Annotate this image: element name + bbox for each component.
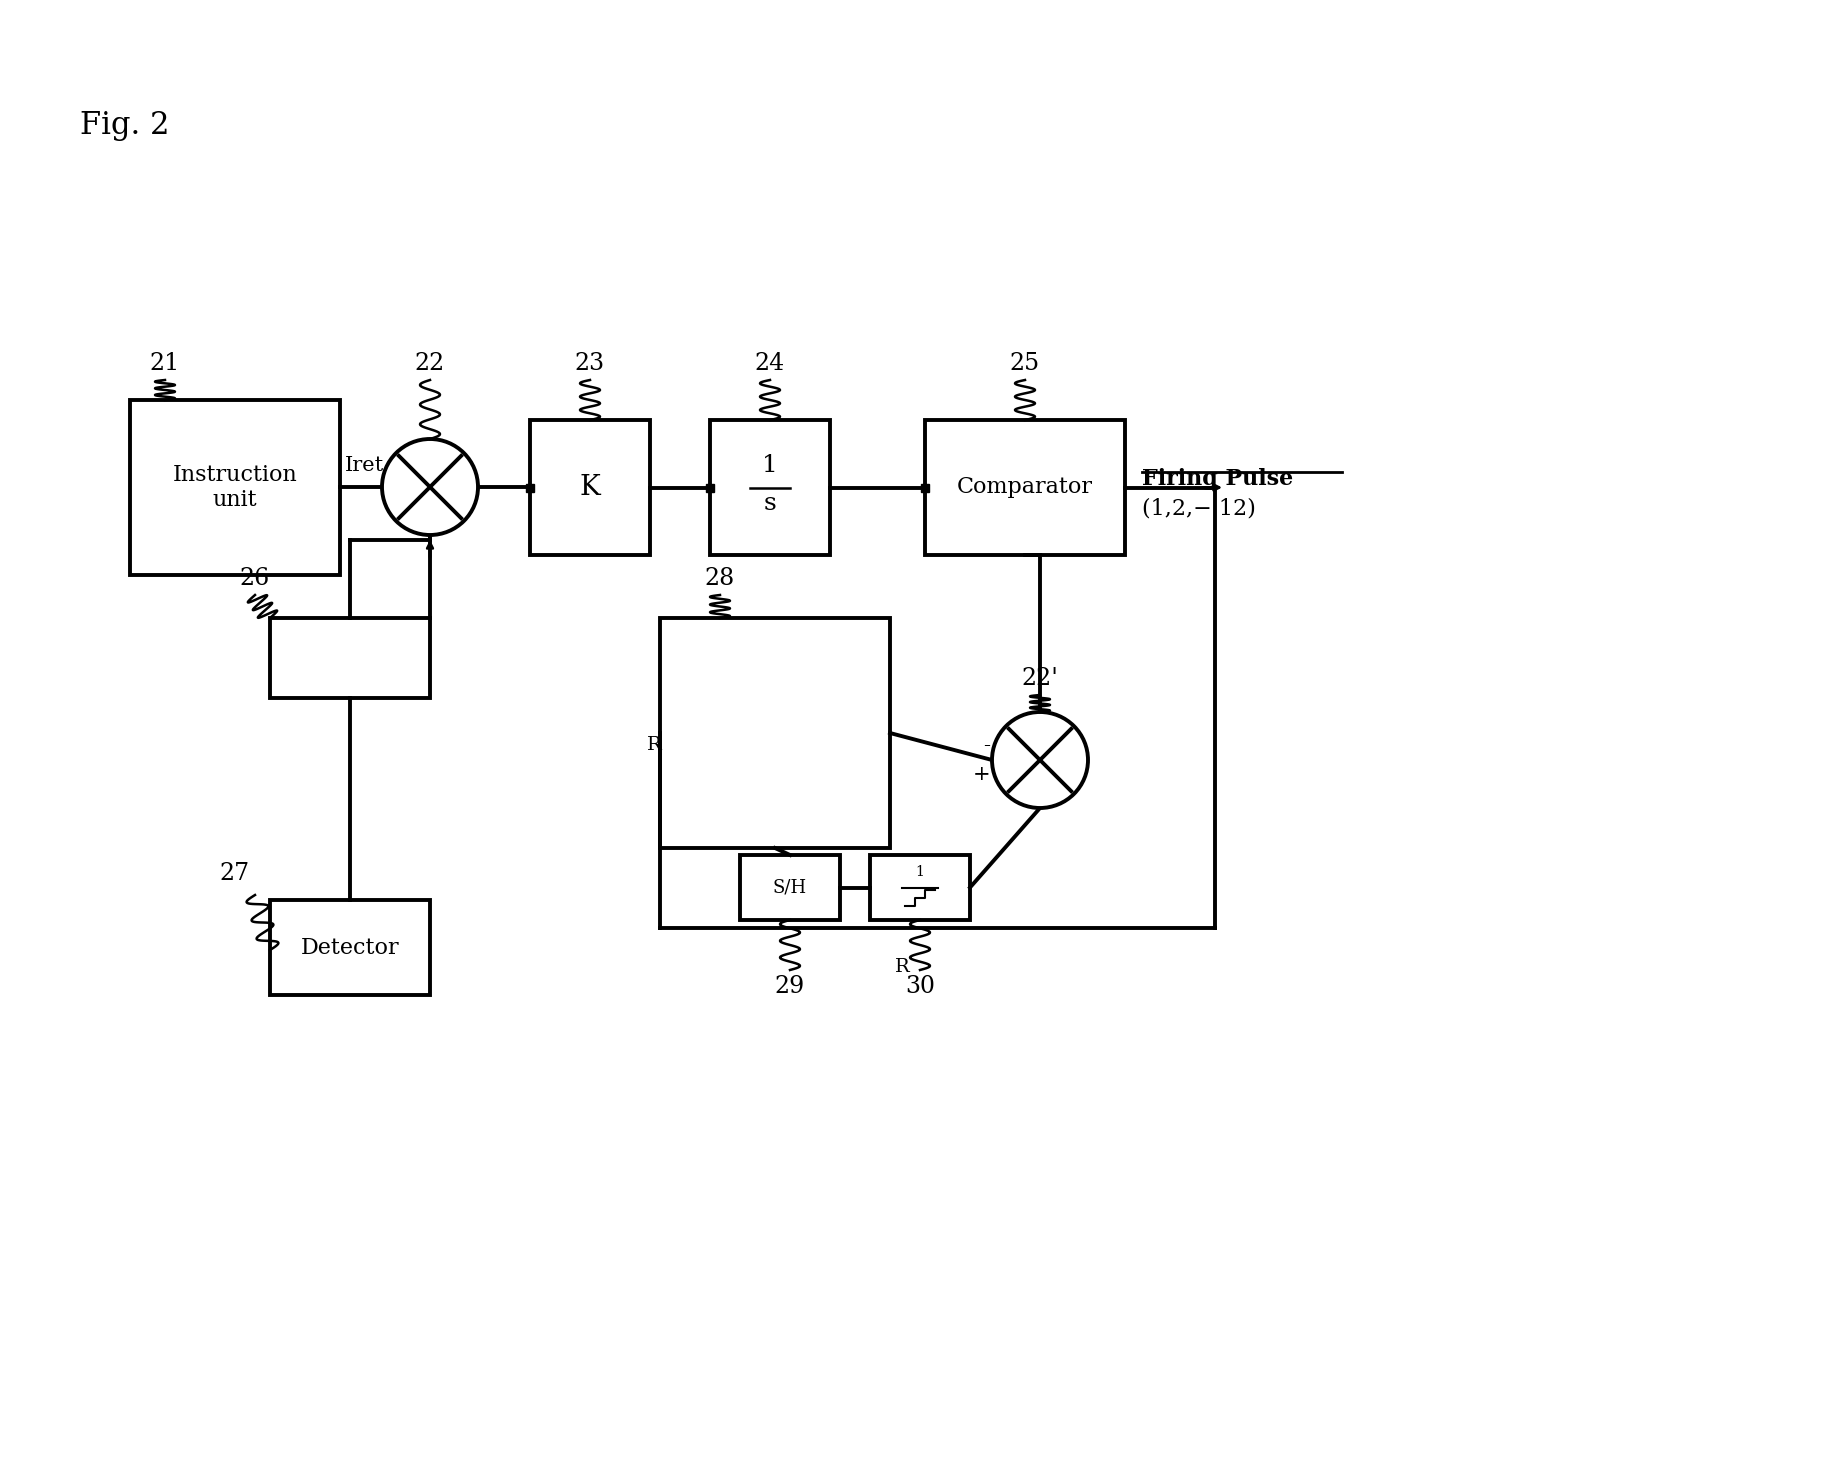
Text: s: s	[764, 492, 777, 515]
Circle shape	[992, 712, 1087, 807]
Text: 25: 25	[1010, 352, 1039, 374]
Text: 27: 27	[221, 862, 250, 885]
Text: 28: 28	[704, 567, 735, 590]
Bar	[129, 399, 339, 575]
Text: 1: 1	[762, 455, 777, 477]
Text: 24: 24	[755, 352, 784, 374]
Text: Instruction
unit: Instruction unit	[173, 464, 297, 511]
Text: R: R	[647, 735, 662, 755]
Text: 29: 29	[775, 975, 804, 998]
Text: R: R	[895, 959, 910, 976]
Text: Detector: Detector	[301, 937, 399, 959]
Bar	[270, 900, 430, 995]
Bar	[709, 420, 829, 555]
Text: +: +	[972, 765, 990, 784]
Text: K: K	[580, 474, 600, 501]
Text: -: -	[983, 735, 990, 755]
Circle shape	[381, 439, 478, 534]
Text: 22': 22'	[1021, 666, 1057, 690]
Text: Comparator: Comparator	[957, 477, 1092, 499]
Text: Firing Pulse: Firing Pulse	[1141, 468, 1293, 490]
Text: 26: 26	[241, 567, 270, 590]
Text: S/H: S/H	[773, 878, 806, 897]
Bar	[270, 618, 430, 697]
Text: 1: 1	[915, 866, 924, 879]
Text: 23: 23	[574, 352, 605, 374]
Text: 22: 22	[414, 352, 445, 374]
Text: 21: 21	[149, 352, 180, 374]
Bar	[870, 854, 970, 920]
Bar	[740, 854, 840, 920]
Text: Fig. 2: Fig. 2	[80, 110, 170, 141]
Bar	[660, 618, 890, 849]
Bar	[530, 420, 649, 555]
Text: (1,2,− 12): (1,2,− 12)	[1141, 498, 1256, 520]
Text: 30: 30	[904, 975, 935, 998]
Bar	[924, 420, 1125, 555]
Text: Iret: Iret	[345, 457, 385, 476]
